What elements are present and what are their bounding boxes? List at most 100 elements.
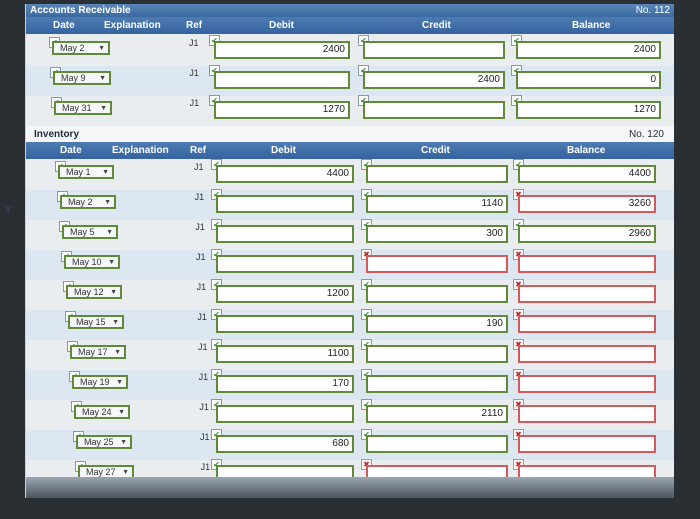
inv-credit-input[interactable] <box>366 165 508 183</box>
inv-ref: J1 <box>198 342 208 352</box>
inv-balance-input[interactable]: 3260 <box>518 195 656 213</box>
inv-balance-input[interactable] <box>518 345 656 363</box>
inv-date-select[interactable]: May 1 ▼ <box>58 165 114 179</box>
ar-credit-input[interactable]: 2400 <box>363 71 505 89</box>
ar-balance-input[interactable]: 0 <box>516 71 661 89</box>
inv-date-select[interactable]: May 12 ▼ <box>66 285 122 299</box>
date-select-value: May 17 <box>78 347 108 357</box>
inv-row: ✔May 1▼J1✔4400✔✔4400 <box>26 159 674 190</box>
date-select-value: May 2 <box>60 43 85 53</box>
date-select-value: May 5 <box>70 227 95 237</box>
ar-col-ref: Ref <box>186 20 203 31</box>
inv-row: ✔May 12▼J1✔1200✔✖ <box>26 279 674 310</box>
screen-bottom-bezel <box>26 477 674 498</box>
date-select-value: May 12 <box>74 287 104 297</box>
ar-date-select[interactable]: May 9 ▼ <box>53 71 111 85</box>
inv-row: ✔May 10▼J1✔✖✖ <box>26 249 674 280</box>
ar-credit-input[interactable] <box>363 101 505 119</box>
inv-ref: J1 <box>195 222 205 232</box>
inv-ref: J1 <box>200 462 211 472</box>
inv-debit-input[interactable] <box>216 315 354 333</box>
inv-ref: J1 <box>196 282 207 292</box>
inv-credit-input[interactable] <box>366 375 508 393</box>
inv-date-select[interactable]: May 24 ▼ <box>74 405 130 419</box>
chevron-down-icon: ▼ <box>120 439 127 446</box>
inv-date-select[interactable]: May 15 ▼ <box>68 315 124 329</box>
inv-debit-input[interactable]: 680 <box>216 435 354 453</box>
date-select-value: May 9 <box>61 73 86 83</box>
inv-date-select[interactable]: May 10 ▼ <box>64 255 120 269</box>
date-select-value: May 24 <box>82 407 112 417</box>
inv-ref: J1 <box>200 432 210 442</box>
chevron-down-icon: ▼ <box>104 199 111 206</box>
date-select-value: May 10 <box>72 257 102 267</box>
inv-col-explanation: Explanation <box>112 145 169 156</box>
ar-account-number: No. 112 <box>635 5 670 16</box>
inv-balance-input[interactable]: 2960 <box>518 225 656 243</box>
inv-date-select[interactable]: May 5 ▼ <box>62 225 118 239</box>
inv-row: ✔May 15▼J1✔✔190✖ <box>26 309 674 340</box>
ar-credit-input[interactable] <box>363 41 505 59</box>
inv-ref: J1 <box>196 252 206 262</box>
ar-balance-input[interactable]: 1270 <box>516 101 661 119</box>
inv-date-select[interactable]: May 17 ▼ <box>70 345 126 359</box>
inv-balance-input[interactable] <box>518 435 656 453</box>
inv-credit-input[interactable]: 2110 <box>366 405 508 423</box>
inv-balance-input[interactable] <box>518 255 656 273</box>
inv-credit-input[interactable] <box>366 255 508 273</box>
inv-credit-input[interactable] <box>366 285 508 303</box>
inv-debit-input[interactable] <box>216 195 354 213</box>
inv-col-credit: Credit <box>421 145 450 156</box>
inv-credit-input[interactable]: 190 <box>366 315 508 333</box>
inv-balance-input[interactable] <box>518 285 656 303</box>
ar-debit-input[interactable]: 2400 <box>214 41 350 59</box>
inv-balance-input[interactable] <box>518 405 656 423</box>
ar-col-credit: Credit <box>422 20 451 31</box>
ar-date-select[interactable]: May 2 ▼ <box>52 41 110 55</box>
ar-debit-input[interactable] <box>214 71 350 89</box>
date-select-value: May 19 <box>80 377 110 387</box>
chevron-down-icon: ▼ <box>114 349 121 356</box>
date-select-value: May 27 <box>86 467 116 477</box>
inv-debit-input[interactable] <box>216 405 354 423</box>
inv-col-debit: Debit <box>271 145 296 156</box>
inv-debit-input[interactable]: 1100 <box>216 345 354 363</box>
inv-debit-input[interactable]: 1200 <box>216 285 354 303</box>
inv-debit-input[interactable]: 4400 <box>216 165 354 183</box>
ar-ref: J1 <box>189 68 199 78</box>
inv-date-select[interactable]: May 2 ▼ <box>60 195 116 209</box>
inv-balance-input[interactable] <box>518 315 656 333</box>
ar-column-headers: Date Explanation Ref Debit Credit Balanc… <box>26 17 674 34</box>
inv-credit-input[interactable] <box>366 345 508 363</box>
date-select-value: May 2 <box>68 197 93 207</box>
ar-row: ✔May 2▼J1✔2400✔✔2400 <box>26 35 674 66</box>
inv-title-bar: Inventory No. 120 <box>26 126 674 142</box>
date-select-value: May 31 <box>62 103 92 113</box>
inv-credit-input[interactable]: 300 <box>366 225 508 243</box>
inv-balance-input[interactable] <box>518 375 656 393</box>
inv-date-select[interactable]: May 25 ▼ <box>76 435 132 449</box>
inv-account-number: No. 120 <box>628 129 664 140</box>
inv-debit-input[interactable]: 170 <box>216 375 354 393</box>
inv-col-ref: Ref <box>190 145 207 156</box>
chevron-down-icon: ▼ <box>99 75 106 82</box>
chevron-down-icon: ▼ <box>122 469 129 476</box>
ar-debit-input[interactable]: 1270 <box>214 101 350 119</box>
chevron-down-icon: ▼ <box>108 259 115 266</box>
inv-row: ✔May 24▼J1✔✔2110✖ <box>26 399 674 430</box>
ar-col-explanation: Explanation <box>104 20 161 31</box>
stray-character: Y <box>5 205 12 216</box>
inv-column-headers: Date Explanation Ref Debit Credit Balanc… <box>26 142 674 159</box>
chevron-down-icon: ▼ <box>116 379 123 386</box>
inv-row: ✔May 17▼J1✔1100✔✖ <box>26 339 674 370</box>
inv-debit-input[interactable] <box>216 225 354 243</box>
inv-balance-input[interactable]: 4400 <box>518 165 656 183</box>
inv-credit-input[interactable] <box>366 435 508 453</box>
inv-date-select[interactable]: May 19 ▼ <box>72 375 128 389</box>
ar-balance-input[interactable]: 2400 <box>516 41 661 59</box>
inv-credit-input[interactable]: 1140 <box>366 195 508 213</box>
ar-row: ✔May 31▼J1✔1270✔✔1270 <box>26 95 674 126</box>
ar-date-select[interactable]: May 31 ▼ <box>54 101 112 115</box>
inv-ref: J1 <box>194 162 204 172</box>
inv-debit-input[interactable] <box>216 255 354 273</box>
